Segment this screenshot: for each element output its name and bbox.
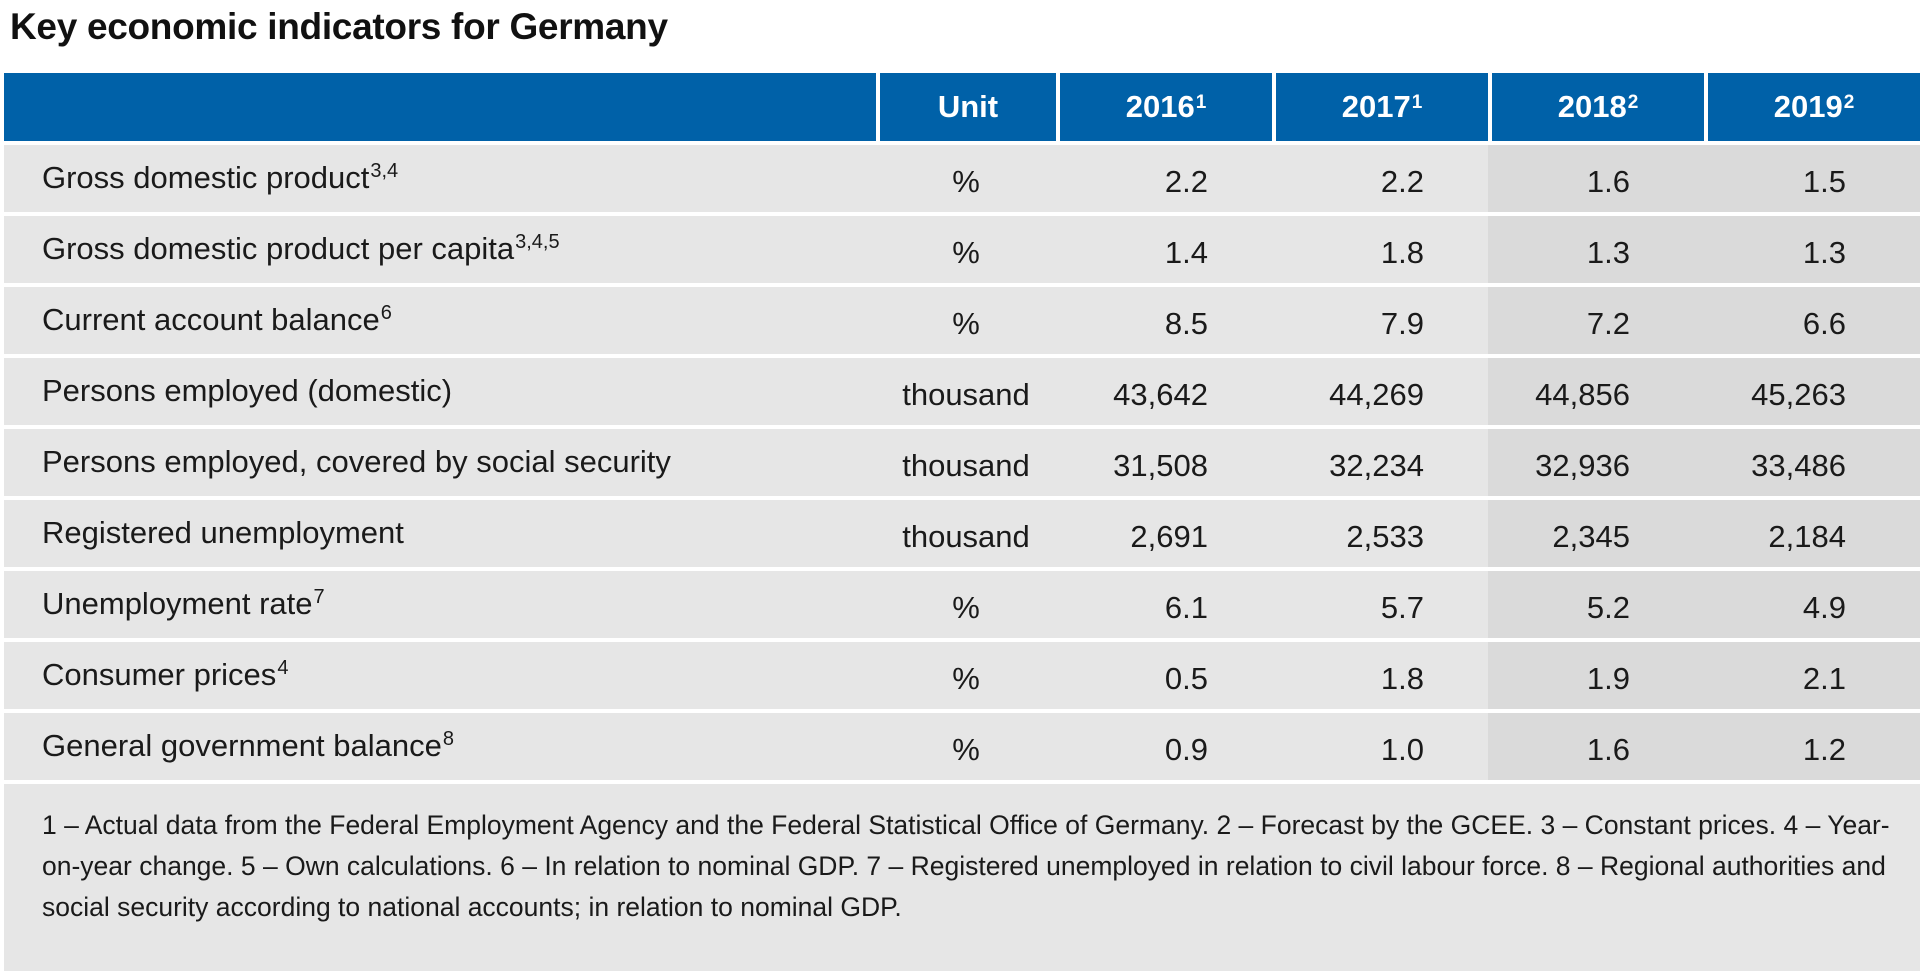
header-year: 2018 — [1557, 89, 1627, 124]
header-year-note: 2 — [1843, 92, 1855, 113]
table-row: Persons employed (domestic) thousand 43,64… — [4, 358, 1920, 425]
value-cell: 1.8 — [1272, 216, 1488, 283]
value-cell: 1.3 — [1488, 216, 1704, 283]
table-row: Gross domestic product 3,4% 2.2 2.2 1.6 1.5 — [4, 145, 1920, 212]
value-cell: 2.2 — [1056, 145, 1272, 212]
row-label: Consumer prices — [42, 656, 277, 692]
value-cell: 43,642 — [1056, 358, 1272, 425]
row-unit: % — [876, 145, 1056, 212]
value-cell: 44,269 — [1272, 358, 1488, 425]
row-label-cell: Consumer prices 4 — [4, 642, 876, 709]
value-cell: 1.9 — [1488, 642, 1704, 709]
value-cell: 2.1 — [1704, 642, 1920, 709]
row-footnote-ref: 3,4,5 — [515, 231, 560, 253]
value-cell: 1.2 — [1704, 713, 1920, 780]
row-footnote-ref: 8 — [442, 728, 454, 750]
row-footnote-ref: 3,4 — [370, 160, 399, 182]
row-label: General government balance — [42, 727, 442, 763]
row-footnote-ref: 4 — [277, 657, 289, 679]
table-row: Persons employed, covered by social secu… — [4, 429, 1920, 496]
value-cell: 7.2 — [1488, 287, 1704, 354]
value-cell: 1.4 — [1056, 216, 1272, 283]
header-unit: Unit — [876, 73, 1056, 141]
value-cell: 8.5 — [1056, 287, 1272, 354]
header-year-note: 1 — [1411, 92, 1423, 113]
value-cell: 6.6 — [1704, 287, 1920, 354]
row-label: Persons employed, covered by social secu… — [42, 443, 671, 479]
value-cell: 45,263 — [1704, 358, 1920, 425]
row-unit: % — [876, 287, 1056, 354]
table-body: Gross domestic product 3,4% 2.2 2.2 1.6 1.5 Gr… — [4, 145, 1920, 780]
value-cell: 44,856 — [1488, 358, 1704, 425]
header-year-2016: 2016 1 — [1056, 73, 1272, 141]
value-cell: 4.9 — [1704, 571, 1920, 638]
value-cell: 5.7 — [1272, 571, 1488, 638]
value-cell: 2,345 — [1488, 500, 1704, 567]
row-label-cell: Current account balance 6 — [4, 287, 876, 354]
row-unit: thousand — [876, 500, 1056, 567]
value-cell: 32,234 — [1272, 429, 1488, 496]
row-unit: thousand — [876, 429, 1056, 496]
header-unit-text: Unit — [937, 89, 999, 124]
header-year-2017: 2017 1 — [1272, 73, 1488, 141]
value-cell: 0.5 — [1056, 642, 1272, 709]
row-unit: % — [876, 216, 1056, 283]
row-label: Gross domestic product per capita — [42, 230, 515, 266]
row-unit: % — [876, 642, 1056, 709]
value-cell: 1.8 — [1272, 642, 1488, 709]
footnotes: 1 – Actual data from the Federal Employm… — [4, 784, 1920, 971]
row-label-cell: Registered unemployment — [4, 500, 876, 567]
header-year: 2017 — [1341, 89, 1411, 124]
table-row: Gross domestic product per capita 3,4,5% 1… — [4, 216, 1920, 283]
row-unit: thousand — [876, 358, 1056, 425]
value-cell: 6.1 — [1056, 571, 1272, 638]
row-label: Gross domestic product — [42, 159, 370, 195]
row-label-cell: Unemployment rate 7 — [4, 571, 876, 638]
header-year-2018: 2018 2 — [1488, 73, 1704, 141]
value-cell: 5.2 — [1488, 571, 1704, 638]
table-header: Unit 2016 1 2017 1 2018 2 2019 2 — [4, 73, 1920, 141]
row-label: Registered unemployment — [42, 514, 404, 550]
value-cell: 32,936 — [1488, 429, 1704, 496]
value-cell: 2,691 — [1056, 500, 1272, 567]
value-cell: 7.9 — [1272, 287, 1488, 354]
header-label-cell — [4, 73, 876, 141]
header-year-note: 1 — [1195, 92, 1207, 113]
indicators-table: Unit 2016 1 2017 1 2018 2 2019 2 Gross domes… — [4, 73, 1920, 780]
row-label-cell: Persons employed, covered by social secu… — [4, 429, 876, 496]
value-cell: 2,533 — [1272, 500, 1488, 567]
row-footnote-ref: 6 — [380, 302, 392, 324]
header-year: 2019 — [1773, 89, 1843, 124]
row-label: Persons employed (domestic) — [42, 372, 453, 408]
value-cell: 1.5 — [1704, 145, 1920, 212]
value-cell: 31,508 — [1056, 429, 1272, 496]
row-label: Current account balance — [42, 301, 380, 337]
value-cell: 2.2 — [1272, 145, 1488, 212]
header-year-2019: 2019 2 — [1704, 73, 1920, 141]
header-year-note: 2 — [1627, 92, 1639, 113]
row-label-cell: Gross domestic product per capita 3,4,5 — [4, 216, 876, 283]
table-row: Consumer prices 4% 0.5 1.8 1.9 2.1 — [4, 642, 1920, 709]
page-title: Key economic indicators for Germany — [10, 6, 668, 47]
value-cell: 1.6 — [1488, 713, 1704, 780]
value-cell: 33,486 — [1704, 429, 1920, 496]
row-unit: % — [876, 571, 1056, 638]
value-cell: 2,184 — [1704, 500, 1920, 567]
row-unit: % — [876, 713, 1056, 780]
value-cell: 1.0 — [1272, 713, 1488, 780]
row-label-cell: Gross domestic product 3,4 — [4, 145, 876, 212]
row-label: Unemployment rate — [42, 585, 313, 621]
table-row: Current account balance 6% 8.5 7.9 7.2 6.6 — [4, 287, 1920, 354]
value-cell: 0.9 — [1056, 713, 1272, 780]
header-year: 2016 — [1125, 89, 1195, 124]
row-footnote-ref: 7 — [313, 586, 325, 608]
row-label-cell: General government balance 8 — [4, 713, 876, 780]
table-row: Registered unemployment thousand 2,691 2,53… — [4, 500, 1920, 567]
table-row: General government balance 8% 0.9 1.0 1.6 1.2 — [4, 713, 1920, 780]
value-cell: 1.6 — [1488, 145, 1704, 212]
row-label-cell: Persons employed (domestic) — [4, 358, 876, 425]
value-cell: 1.3 — [1704, 216, 1920, 283]
table-row: Unemployment rate 7% 6.1 5.7 5.2 4.9 — [4, 571, 1920, 638]
